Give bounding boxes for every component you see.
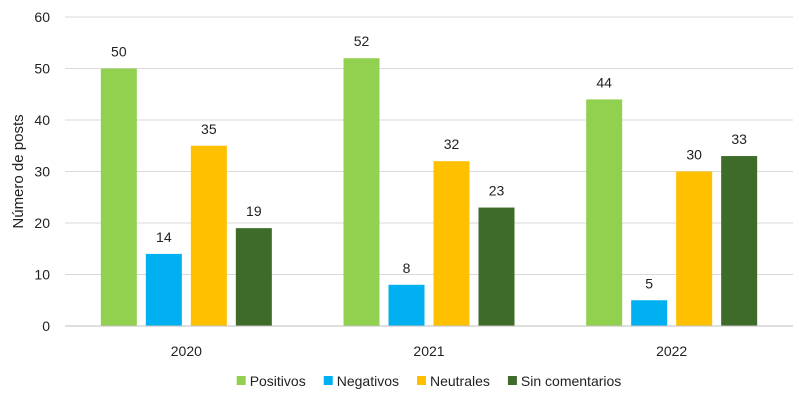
data-labels: 50 14 35 19 52 8 32 23 44 5 30 33 bbox=[111, 33, 747, 291]
bar-neutrales-2022 bbox=[676, 171, 713, 326]
y-tick-label: 30 bbox=[34, 164, 50, 180]
legend-swatch bbox=[416, 376, 426, 385]
y-tick-label: 60 bbox=[34, 9, 50, 25]
bar-sin-comentarios-2022 bbox=[721, 156, 758, 326]
bars bbox=[100, 58, 758, 327]
legend-item: Neutrales bbox=[416, 373, 490, 389]
bar-sin-comentarios-2021 bbox=[478, 207, 515, 326]
data-label: 30 bbox=[686, 147, 702, 163]
y-tick-label: 0 bbox=[42, 318, 50, 334]
data-label: 14 bbox=[156, 229, 172, 245]
y-axis-ticks: 0 10 20 30 40 50 60 bbox=[34, 9, 50, 334]
data-label: 8 bbox=[403, 260, 411, 276]
bar-positivos-2020 bbox=[100, 68, 137, 326]
data-label: 50 bbox=[111, 44, 127, 60]
legend-item: Sin comentarios bbox=[507, 373, 621, 389]
y-axis-label: Número de posts bbox=[10, 114, 27, 228]
gridlines bbox=[65, 16, 793, 275]
bar-neutrales-2020 bbox=[190, 145, 227, 326]
y-tick-label: 50 bbox=[34, 61, 50, 77]
data-label: 19 bbox=[246, 203, 262, 219]
x-tick-label: 2022 bbox=[656, 343, 687, 359]
x-axis-ticks: 2020 2021 2022 bbox=[171, 343, 688, 359]
y-tick-label: 10 bbox=[34, 267, 50, 283]
y-tick-label: 20 bbox=[34, 215, 50, 231]
legend-swatch bbox=[236, 376, 246, 385]
bar-negativos-2022 bbox=[631, 300, 668, 326]
legend-swatch bbox=[323, 376, 333, 385]
bar-positivos-2022 bbox=[586, 99, 623, 327]
x-tick-label: 2020 bbox=[171, 343, 202, 359]
data-label: 32 bbox=[444, 136, 460, 152]
data-label: 23 bbox=[489, 183, 505, 199]
bar-neutrales-2021 bbox=[433, 161, 470, 326]
legend-swatch bbox=[507, 376, 517, 385]
data-label: 52 bbox=[354, 33, 370, 49]
legend-label: Neutrales bbox=[430, 373, 490, 389]
legend-item: Positivos bbox=[236, 373, 306, 389]
data-label: 33 bbox=[731, 131, 747, 147]
legend-label: Sin comentarios bbox=[521, 373, 621, 389]
legend-label: Positivos bbox=[250, 373, 306, 389]
legend-item: Negativos bbox=[323, 373, 399, 389]
legend-label: Negativos bbox=[337, 373, 399, 389]
legend: Positivos Negativos Neutrales Sin comentari… bbox=[236, 373, 621, 389]
bar-negativos-2021 bbox=[388, 284, 425, 326]
y-tick-label: 40 bbox=[34, 112, 50, 128]
data-label: 44 bbox=[596, 74, 612, 90]
bar-negativos-2020 bbox=[145, 253, 182, 326]
data-label: 5 bbox=[645, 275, 653, 291]
data-label: 35 bbox=[201, 121, 217, 137]
bar-positivos-2021 bbox=[343, 58, 380, 326]
x-tick-label: 2021 bbox=[413, 343, 444, 359]
bar-sin-comentarios-2020 bbox=[235, 228, 272, 326]
